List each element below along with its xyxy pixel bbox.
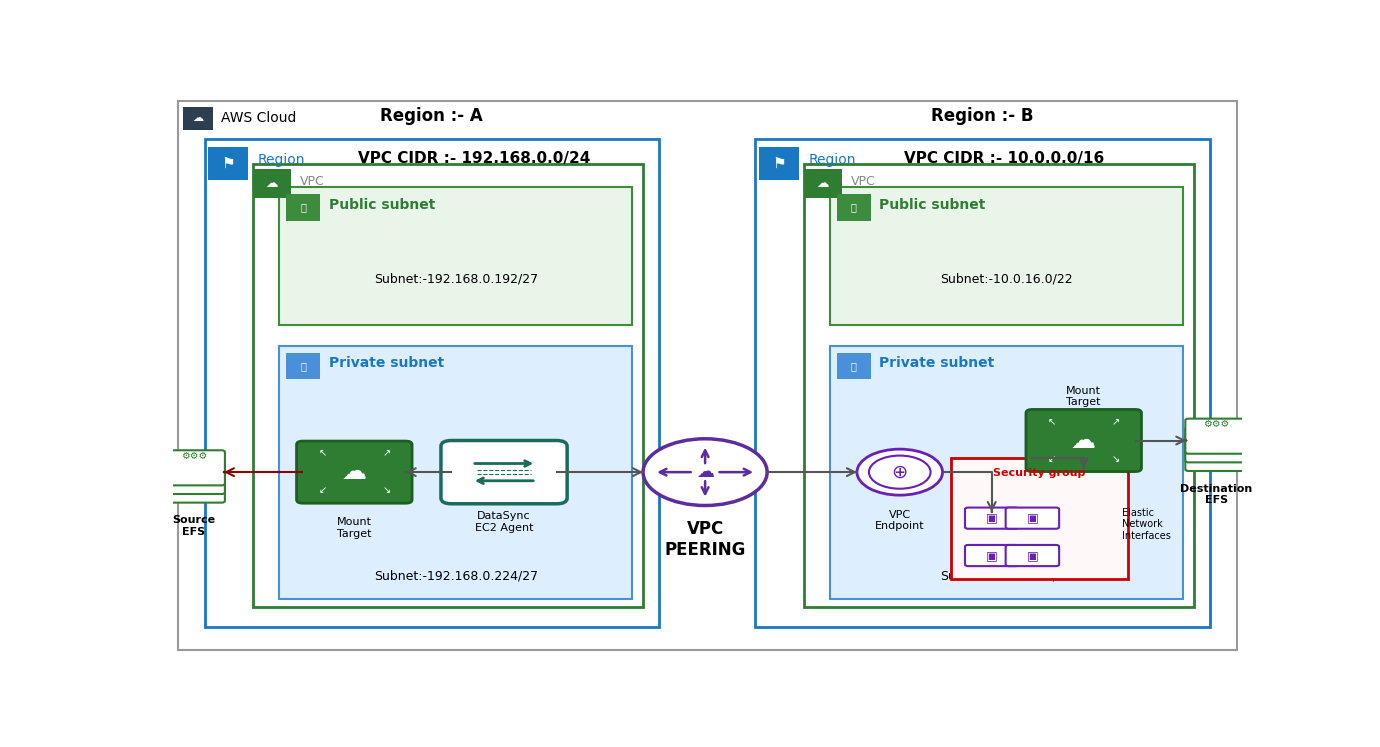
Bar bbox=[286, 353, 320, 379]
Text: Source
EFS: Source EFS bbox=[172, 515, 215, 537]
Text: Subnet:-10.0.20.0/22: Subnet:-10.0.20.0/22 bbox=[940, 569, 1074, 582]
FancyBboxPatch shape bbox=[163, 468, 225, 503]
Text: Region: Region bbox=[809, 153, 857, 167]
Text: Region :- B: Region :- B bbox=[932, 107, 1034, 125]
Text: AWS Cloud: AWS Cloud bbox=[221, 111, 295, 125]
Bar bbox=[803, 169, 842, 198]
FancyBboxPatch shape bbox=[965, 545, 1018, 566]
Text: ☁: ☁ bbox=[696, 463, 713, 481]
Bar bbox=[836, 194, 871, 221]
Text: Region: Region bbox=[258, 153, 305, 167]
Bar bbox=[208, 146, 248, 180]
Bar bbox=[803, 164, 1194, 607]
Text: ⚙⚙⚙: ⚙⚙⚙ bbox=[181, 451, 207, 461]
Circle shape bbox=[857, 449, 943, 495]
Text: VPC
PEERING: VPC PEERING bbox=[664, 520, 745, 559]
Text: 🔒: 🔒 bbox=[299, 361, 306, 371]
Bar bbox=[759, 146, 799, 180]
Bar bbox=[286, 194, 320, 221]
Text: ↘: ↘ bbox=[1112, 454, 1119, 464]
Text: Security group: Security group bbox=[994, 468, 1086, 478]
Text: Mount
Target: Mount Target bbox=[1067, 385, 1101, 407]
Text: Subnet:-192.168.0.192/27: Subnet:-192.168.0.192/27 bbox=[374, 273, 538, 286]
Bar bbox=[279, 187, 632, 326]
Text: 🔒: 🔒 bbox=[299, 202, 306, 213]
Text: Region :- A: Region :- A bbox=[380, 107, 483, 125]
Text: Subnet:-192.168.0.224/27: Subnet:-192.168.0.224/27 bbox=[374, 569, 538, 582]
FancyBboxPatch shape bbox=[163, 459, 225, 494]
FancyBboxPatch shape bbox=[1006, 545, 1058, 566]
Text: ↖: ↖ bbox=[319, 449, 326, 459]
FancyBboxPatch shape bbox=[163, 450, 225, 486]
Bar bbox=[184, 107, 213, 130]
Text: ☁: ☁ bbox=[193, 114, 204, 123]
Text: ↘: ↘ bbox=[382, 486, 391, 495]
Text: ☁: ☁ bbox=[266, 177, 279, 190]
FancyBboxPatch shape bbox=[1185, 436, 1248, 471]
Text: ↙: ↙ bbox=[319, 486, 326, 495]
Text: Private subnet: Private subnet bbox=[328, 356, 444, 370]
Bar bbox=[836, 353, 871, 379]
Text: ▣: ▣ bbox=[1027, 512, 1038, 524]
Text: ⚑: ⚑ bbox=[771, 156, 785, 171]
Text: ⊕: ⊕ bbox=[891, 462, 908, 482]
Text: ☁: ☁ bbox=[817, 177, 829, 190]
Bar bbox=[831, 187, 1183, 326]
FancyBboxPatch shape bbox=[1006, 507, 1058, 529]
Text: ↗: ↗ bbox=[1112, 417, 1119, 427]
Text: DataSync
EC2 Agent: DataSync EC2 Agent bbox=[475, 511, 533, 533]
Text: Subnet:-10.0.16.0/22: Subnet:-10.0.16.0/22 bbox=[940, 273, 1074, 286]
Bar bbox=[279, 346, 632, 598]
Text: ⚑: ⚑ bbox=[221, 156, 235, 171]
FancyBboxPatch shape bbox=[965, 507, 1018, 529]
Text: ☁: ☁ bbox=[1071, 429, 1096, 453]
Bar bbox=[204, 138, 660, 627]
FancyBboxPatch shape bbox=[1185, 427, 1248, 462]
Text: VPC CIDR :- 10.0.0.0/16: VPC CIDR :- 10.0.0.0/16 bbox=[904, 151, 1104, 166]
Text: Public subnet: Public subnet bbox=[328, 198, 435, 211]
Text: ▣: ▣ bbox=[985, 549, 998, 562]
Text: Mount
Target: Mount Target bbox=[337, 517, 371, 539]
Text: 🔒: 🔒 bbox=[851, 202, 857, 213]
FancyBboxPatch shape bbox=[442, 441, 567, 503]
Text: ☁: ☁ bbox=[342, 460, 367, 484]
Text: VPC: VPC bbox=[299, 175, 324, 188]
Bar bbox=[951, 458, 1127, 578]
Text: Elastic
Network
Interfaces: Elastic Network Interfaces bbox=[1122, 508, 1172, 541]
Bar bbox=[755, 138, 1210, 627]
Bar bbox=[253, 169, 291, 198]
Circle shape bbox=[643, 438, 767, 506]
FancyBboxPatch shape bbox=[297, 441, 413, 503]
Text: ⚙⚙⚙: ⚙⚙⚙ bbox=[1203, 419, 1230, 430]
Text: VPC: VPC bbox=[850, 175, 875, 188]
Text: ↖: ↖ bbox=[1047, 417, 1056, 427]
Text: Destination
EFS: Destination EFS bbox=[1180, 483, 1253, 505]
Text: Public subnet: Public subnet bbox=[879, 198, 985, 211]
FancyBboxPatch shape bbox=[1185, 418, 1248, 453]
Bar bbox=[831, 346, 1183, 598]
Text: 🔒: 🔒 bbox=[851, 361, 857, 371]
Text: ↙: ↙ bbox=[1047, 454, 1056, 464]
FancyBboxPatch shape bbox=[1025, 409, 1141, 471]
Text: ▣: ▣ bbox=[1027, 549, 1038, 562]
Bar bbox=[253, 164, 643, 607]
Text: VPC
Endpoint: VPC Endpoint bbox=[875, 509, 925, 531]
Text: ↗: ↗ bbox=[382, 449, 391, 459]
Text: ▣: ▣ bbox=[985, 512, 998, 524]
Text: Private subnet: Private subnet bbox=[879, 356, 995, 370]
Text: VPC CIDR :- 192.168.0.0/24: VPC CIDR :- 192.168.0.0/24 bbox=[359, 151, 591, 166]
